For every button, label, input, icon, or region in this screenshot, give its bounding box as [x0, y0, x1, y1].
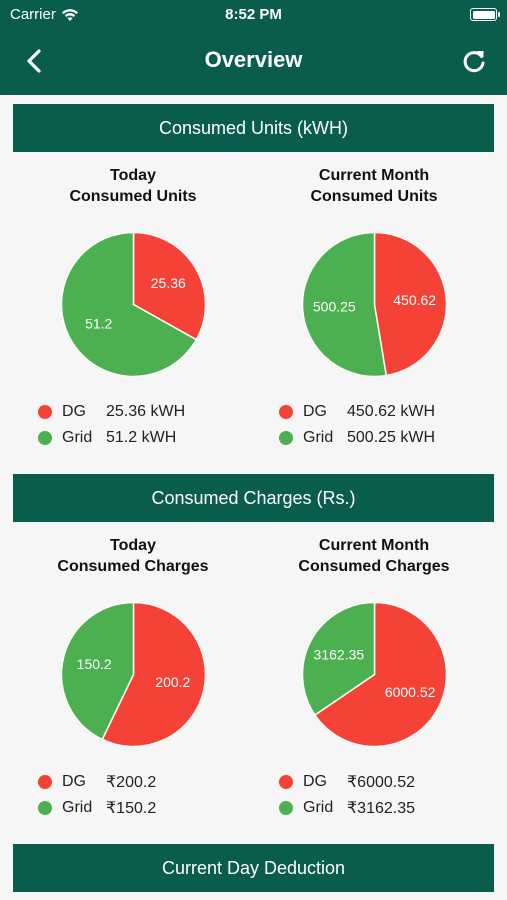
legend-value: 500.25 kWH	[347, 429, 436, 446]
legend-name: DG	[62, 773, 86, 790]
pie-label-dg: 450.62	[393, 292, 436, 308]
legend-dot-grid	[38, 801, 52, 815]
legend-name: DG	[303, 773, 327, 790]
chart-title-line2: Consumed Units	[69, 188, 197, 205]
legend-value: ₹150.2	[106, 800, 157, 817]
top-bar: Carrier 8:52 PM Overview	[0, 0, 507, 95]
carrier-info: Carrier	[10, 6, 79, 23]
chart-title-line2: Consumed Charges	[57, 558, 209, 575]
page-title: Overview	[204, 47, 303, 72]
legend-dot-grid	[279, 431, 293, 445]
pie-chart: 25.36 51.2	[61, 232, 206, 377]
legend-value: ₹6000.52	[347, 774, 416, 791]
legend-value: 450.62 kWH	[347, 403, 436, 420]
chart-title-line1: Current Month	[318, 537, 430, 554]
legend-name: Grid	[62, 429, 93, 446]
pie-slice-grid	[302, 232, 388, 377]
pie-slice-dg	[101, 602, 206, 747]
legend-dot-grid	[38, 431, 52, 445]
legend-item-grid: Grid ₹150.2	[38, 795, 156, 821]
legend-value: ₹200.2	[106, 774, 157, 791]
chart-title-line1: Today	[110, 167, 156, 184]
section-title: Current Day Deduction	[161, 857, 346, 878]
legend-name: DG	[303, 403, 327, 420]
legend-item-dg: DG 25.36 kWH	[38, 399, 185, 425]
carrier-label: Carrier	[10, 6, 56, 23]
chart-title-line2: Consumed Charges	[298, 558, 450, 575]
battery-icon	[470, 8, 500, 21]
chart-title: Current Month Consumed Units	[254, 165, 494, 207]
legend-item-dg: DG 450.62 kWH	[279, 399, 435, 425]
pie-label-dg: 200.2	[155, 674, 190, 690]
legend-dot-dg	[38, 775, 52, 789]
pie-label-grid: 150.2	[77, 656, 112, 672]
nav-bar: Overview	[0, 36, 507, 86]
panel-month-units: Current Month Consumed Units 450.62 500.…	[254, 165, 494, 446]
back-chevron-icon[interactable]	[20, 46, 50, 76]
pie-slice-grid	[61, 602, 135, 741]
chart-title: Today Consumed Charges	[13, 535, 253, 577]
pie-slice-dg	[373, 232, 447, 377]
refresh-icon[interactable]	[459, 46, 489, 76]
legend-value: ₹3162.35	[347, 800, 416, 817]
pie-chart: 450.62 500.25	[302, 232, 447, 377]
legend-item-grid: Grid 51.2 kWH	[38, 425, 185, 451]
section-header-consumed-units: Consumed Units (kWH)	[13, 104, 494, 152]
panel-month-charges: Current Month Consumed Charges 6000.52 3…	[254, 535, 494, 817]
pie-chart: 6000.52 3162.35	[302, 602, 447, 747]
pie-label-dg: 6000.52	[385, 684, 436, 700]
pie-slice-grid	[61, 232, 198, 377]
pie-slice-dg	[313, 602, 447, 747]
chart-legend: DG 25.36 kWH Grid 51.2 kWH	[38, 399, 185, 451]
legend-value: 25.36 kWH	[106, 403, 186, 420]
legend-item-grid: Grid ₹3162.35	[279, 795, 415, 821]
legend-name: Grid	[303, 429, 334, 446]
legend-name: DG	[62, 403, 86, 420]
pie-slice-grid	[302, 602, 376, 717]
pie-slice-dg	[132, 232, 206, 341]
chart-legend: DG 450.62 kWH Grid 500.25 kWH	[279, 399, 435, 451]
status-time: 8:52 PM	[225, 6, 282, 23]
chart-title-line1: Today	[110, 537, 156, 554]
chart-title: Current Month Consumed Charges	[254, 535, 494, 577]
section-header-consumed-charges: Consumed Charges (Rs.)	[13, 474, 494, 522]
pie-label-grid: 51.2	[85, 316, 112, 332]
panel-today-units: Today Consumed Units 25.36 51.2 DG 25.36…	[13, 165, 253, 446]
chart-title-line1: Current Month	[318, 167, 430, 184]
chart-title: Today Consumed Units	[13, 165, 253, 207]
wifi-icon	[61, 8, 78, 21]
status-bar: Carrier 8:52 PM	[0, 0, 507, 30]
chart-title-line2: Consumed Units	[310, 188, 438, 205]
pie-label-dg: 25.36	[151, 275, 186, 291]
section-header-current-day-deduction: Current Day Deduction	[13, 844, 494, 892]
chart-legend: DG ₹6000.52 Grid ₹3162.35	[279, 769, 415, 821]
legend-dot-dg	[279, 775, 293, 789]
legend-dot-dg	[279, 405, 293, 419]
legend-dot-dg	[38, 405, 52, 419]
pie-chart: 200.2 150.2	[61, 602, 206, 747]
legend-value: 51.2 kWH	[106, 429, 177, 446]
pie-label-grid: 500.25	[313, 299, 356, 315]
chart-legend: DG ₹200.2 Grid ₹150.2	[38, 769, 156, 821]
legend-item-grid: Grid 500.25 kWH	[279, 425, 435, 451]
panel-today-charges: Today Consumed Charges 200.2 150.2 DG ₹2…	[13, 535, 253, 817]
pie-label-grid: 3162.35	[314, 646, 365, 662]
section-title: Consumed Units (kWH)	[158, 117, 349, 138]
legend-name: Grid	[303, 799, 334, 816]
legend-item-dg: DG ₹200.2	[38, 769, 156, 795]
legend-dot-grid	[279, 801, 293, 815]
section-title: Consumed Charges (Rs.)	[151, 487, 356, 508]
legend-item-dg: DG ₹6000.52	[279, 769, 415, 795]
legend-name: Grid	[62, 799, 93, 816]
